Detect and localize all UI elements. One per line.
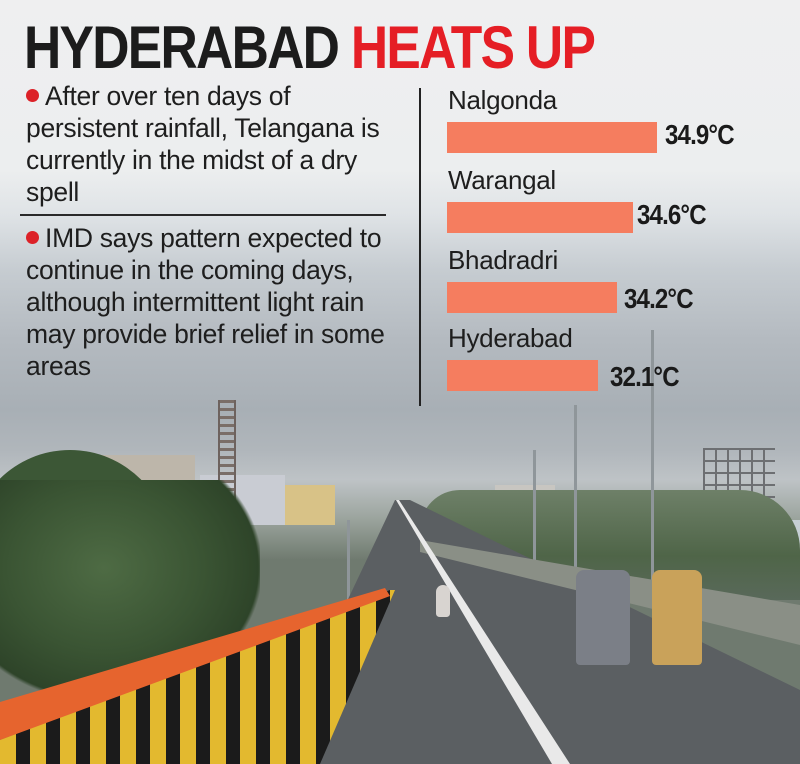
chart-row: Warangal 34.6°C [447,164,787,244]
bullet-item: IMD says pattern expected to continue in… [26,222,386,382]
city-label: Warangal [448,165,556,195]
street-lamp [574,405,577,585]
bullet-list: After over ten days of persistent rainfa… [20,80,386,382]
bullet-text: IMD says pattern expected to continue in… [26,222,385,381]
headline: HYDERABAD HEATS UP [24,18,596,78]
value-label: 34.9°C [665,119,735,150]
motorcyclist [652,570,702,665]
value-label: 32.1°C [610,361,680,392]
building [285,485,335,525]
motorcyclist [436,585,450,617]
divider [20,214,386,216]
street-lamp [347,520,350,600]
headline-part-dark: HYDERABAD [24,14,340,81]
city-label: Hyderabad [448,323,573,353]
chart-row: Hyderabad 32.1°C [447,322,787,402]
background-photo [0,330,800,764]
headline-part-red: HEATS UP [350,14,596,81]
bullet-item: After over ten days of persistent rainfa… [26,80,386,214]
bar [447,282,617,313]
bar [447,202,633,233]
temperature-bar-chart: Nalgonda 34.9°C Warangal 34.6°C Bhadradr… [447,84,787,402]
value-label: 34.2°C [624,283,694,314]
chart-row: Bhadradri 34.2°C [447,244,787,322]
vertical-divider [419,88,421,406]
city-label: Nalgonda [448,85,557,115]
chart-row: Nalgonda 34.9°C [447,84,787,164]
street-lamp [651,330,654,590]
bullet-dot-icon [26,89,39,102]
bar [447,122,657,153]
motorcyclist [576,570,630,665]
bullet-dot-icon [26,230,39,244]
value-label: 34.6°C [637,199,707,230]
bar [447,360,598,391]
street-lamp [533,450,536,570]
city-label: Bhadradri [448,245,559,275]
bullet-text: After over ten days of persistent rainfa… [26,81,380,207]
